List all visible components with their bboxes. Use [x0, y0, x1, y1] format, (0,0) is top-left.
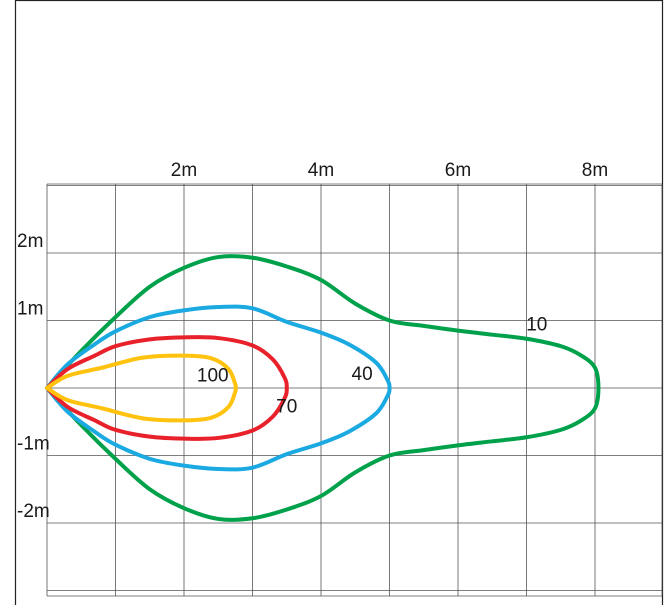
y-tick-label: -2m — [17, 501, 50, 522]
curve-label-100: 100 — [197, 365, 229, 386]
curve-100 — [45, 353, 238, 423]
curve-label-40: 40 — [352, 364, 373, 385]
x-tick-label: 8m — [582, 160, 608, 181]
y-tick-label: -1m — [17, 434, 50, 455]
y-tick-label: 2m — [17, 231, 43, 252]
x-tick-label: 4m — [308, 160, 334, 181]
x-tick-label: 2m — [171, 160, 197, 181]
curves — [45, 254, 601, 522]
curve-40 — [45, 304, 392, 472]
y-axis-labels: 2m 1m -1m -2m — [17, 231, 50, 522]
curve-10 — [45, 254, 601, 522]
y-tick-label: 1m — [17, 299, 43, 320]
grid — [46, 183, 663, 597]
page-frame — [14, 0, 664, 610]
curve-labels: 10 40 70 100 — [197, 315, 547, 418]
curve-label-70: 70 — [276, 396, 297, 417]
x-axis-labels: 2m 4m 6m 8m — [171, 160, 608, 181]
curve-label-10: 10 — [526, 315, 547, 336]
curve-70 — [45, 335, 289, 441]
x-tick-label: 6m — [445, 160, 471, 181]
